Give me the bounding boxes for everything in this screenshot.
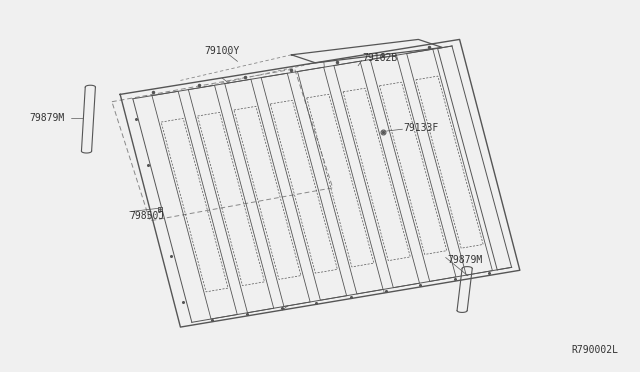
Text: 79162B: 79162B xyxy=(362,54,397,64)
Text: R790002L: R790002L xyxy=(571,345,618,355)
Text: 79879M: 79879M xyxy=(447,255,482,265)
Text: 79879M: 79879M xyxy=(29,113,65,123)
Text: 79850J: 79850J xyxy=(130,211,165,221)
Text: 79100Y: 79100Y xyxy=(205,46,240,56)
Text: 79133F: 79133F xyxy=(404,123,439,133)
